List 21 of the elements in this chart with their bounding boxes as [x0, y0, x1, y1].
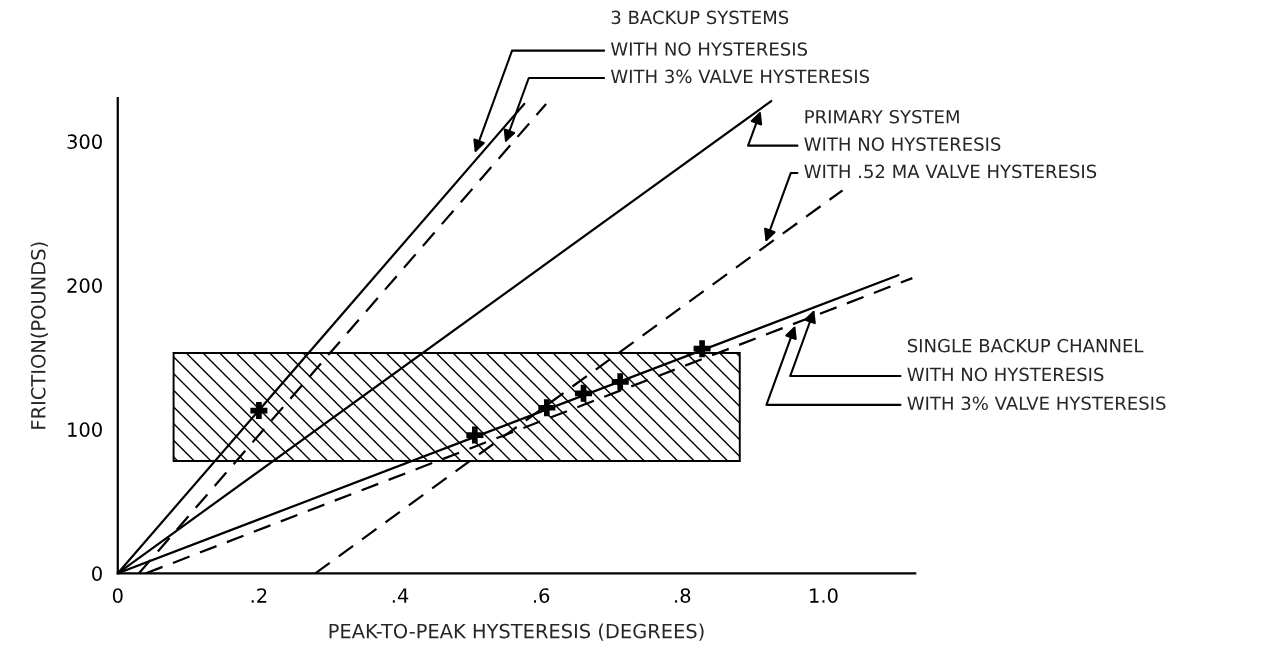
annotation: PRIMARY SYSTEM [805, 109, 959, 124]
annotation: WITH NO HYSTERESIS [907, 367, 1104, 382]
annotation: SINGLE BACKUP CHANNEL [907, 338, 1144, 353]
y-tick-label: 0 [92, 566, 102, 581]
y-axis-title: FRICTION(POUNDS) [30, 242, 48, 429]
x-axis-title: PEAK-TO-PEAK HYSTERESIS (DEGREES) [329, 623, 704, 641]
annotation: WITH 3% VALVE HYSTERESIS [610, 69, 870, 84]
y-tick-label: 100 [68, 422, 102, 437]
annotation: WITH 3% VALVE HYSTERESIS [907, 396, 1166, 411]
x-tick-label: 1.0 [810, 588, 838, 603]
x-tick-label: .8 [675, 588, 691, 603]
x-tick-label: .2 [251, 588, 267, 603]
x-tick-label: .4 [392, 588, 409, 603]
text: 3 BACKUP SYSTEMS [611, 10, 789, 25]
annotation: WITH NO HYSTERESIS [610, 42, 808, 56]
x-tick-label: 0 [112, 588, 123, 603]
annotation: WITH .52 MA VALVE HYSTERESIS [804, 164, 1097, 179]
y-tick-label: 300 [67, 134, 102, 150]
annotation: WITH NO HYSTERESIS [804, 137, 1001, 151]
y-tick-label: 200 [67, 278, 102, 293]
x-tick-label: .6 [533, 588, 550, 603]
